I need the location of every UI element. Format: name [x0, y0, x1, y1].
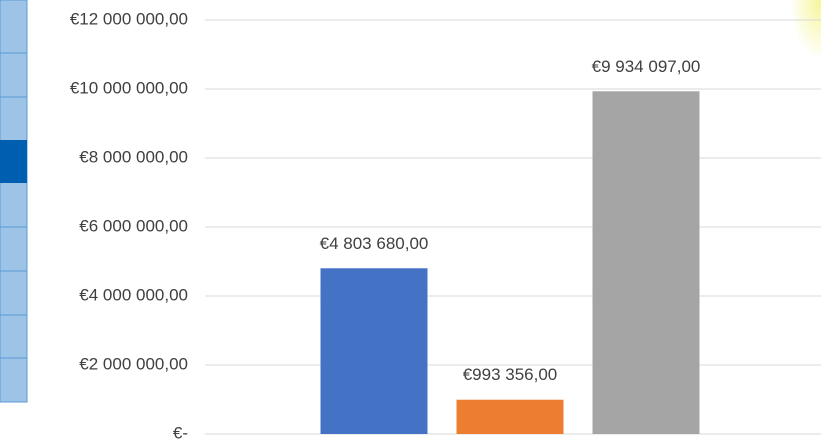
y-tick-label: €- [173, 423, 188, 442]
data-label: €4 803 680,00 [320, 234, 429, 253]
y-tick-label: €2 000 000,00 [79, 354, 188, 373]
bar [320, 268, 428, 434]
bar [592, 91, 700, 434]
data-label: €9 934 097,00 [592, 57, 701, 76]
data-label: €993 356,00 [463, 365, 558, 384]
sheet-column-stub [0, 0, 28, 403]
bar [456, 399, 564, 434]
column-cells [0, 0, 28, 403]
y-tick-label: €6 000 000,00 [79, 216, 188, 235]
y-tick-label: €12 000 000,00 [70, 9, 188, 28]
y-tick-label: €10 000 000,00 [70, 78, 188, 97]
selected-cell [0, 140, 27, 183]
y-tick-label: €8 000 000,00 [79, 147, 188, 166]
glow [790, 0, 821, 60]
y-tick-label: €4 000 000,00 [79, 285, 188, 304]
